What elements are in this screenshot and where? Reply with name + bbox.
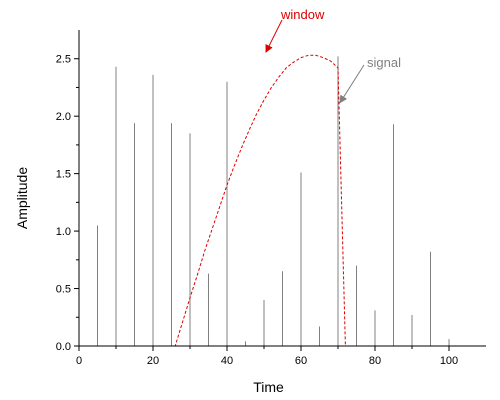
x-tick-label-2: 40	[221, 355, 233, 367]
y-tick-label-4: 2.0	[56, 111, 71, 123]
signal-label: signal	[367, 55, 401, 70]
window-arrow	[265, 19, 283, 53]
signal-series	[97, 56, 450, 346]
y-tick-label-0: 0.0	[56, 341, 71, 353]
x-tick-label-4: 80	[369, 355, 381, 367]
y-tick-label-5: 2.5	[56, 54, 71, 66]
x-axis-title: Time	[253, 379, 284, 395]
y-tick-label-2: 1.0	[56, 226, 71, 238]
x-tick-label-1: 20	[147, 355, 159, 367]
x-tick-label-3: 60	[295, 355, 307, 367]
signal-arrow	[339, 64, 365, 104]
x-tick-label-5: 100	[440, 355, 458, 367]
y-tick-label-1: 0.5	[56, 284, 71, 296]
axes: 0 20 40 60 80 100 0.0 0.5 1.0 1.5 2.0 2.5 Time Amplit…	[14, 30, 486, 395]
y-tick-label-3: 1.5	[56, 169, 71, 181]
annotations: window signal	[265, 7, 401, 104]
x-tick-label-0: 0	[76, 355, 82, 367]
window-label: window	[280, 7, 325, 22]
y-axis-title: Amplitude	[14, 167, 30, 229]
